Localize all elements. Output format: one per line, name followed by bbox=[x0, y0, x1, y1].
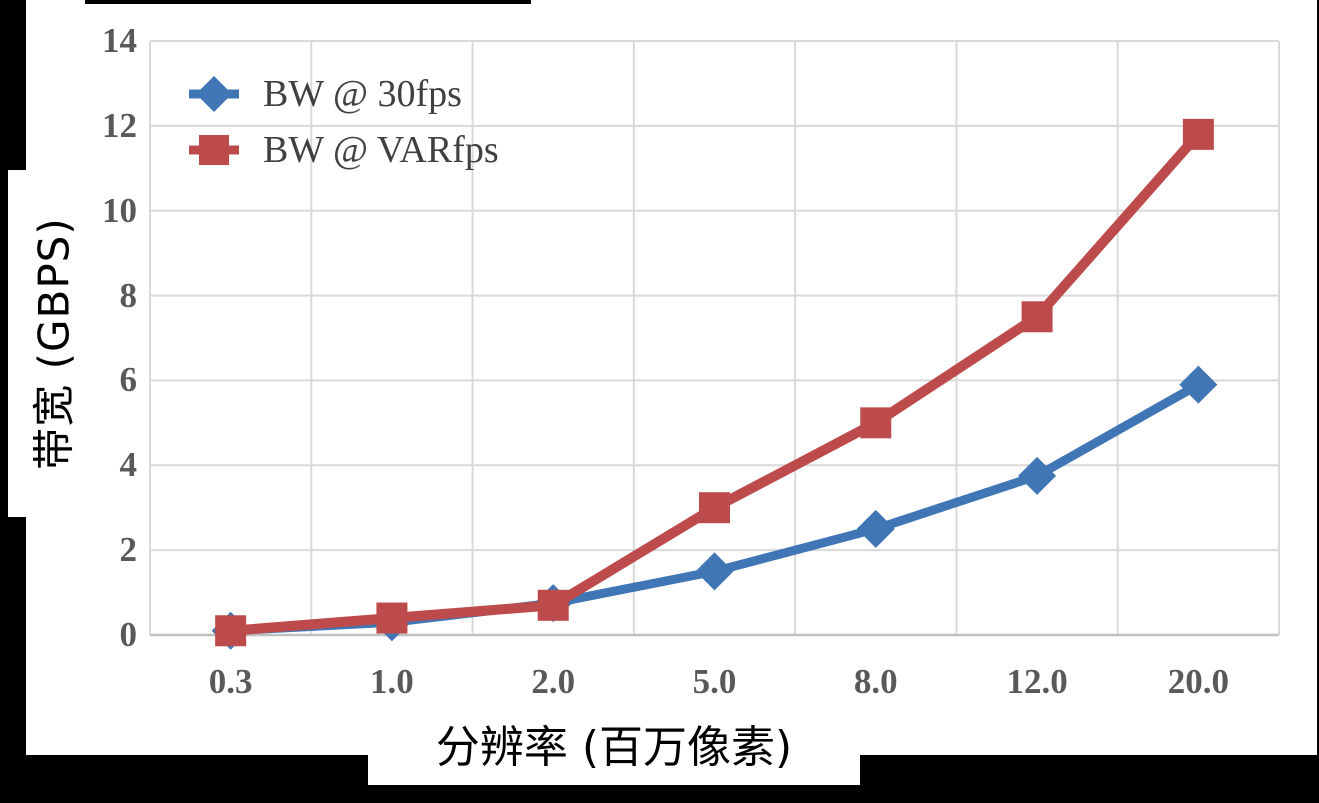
data-point-marker-diamond bbox=[695, 552, 734, 591]
data-point-marker-diamond bbox=[1179, 365, 1218, 404]
x-tick-label: 8.0 bbox=[853, 662, 898, 701]
x-axis-title: 分辨率 (百万像素) bbox=[435, 721, 793, 773]
y-tick-label: 0 bbox=[119, 615, 138, 654]
data-point-marker-diamond bbox=[856, 509, 895, 548]
y-tick-label: 4 bbox=[119, 445, 138, 485]
chart-background-top-left bbox=[26, 0, 85, 4]
x-tick-label: 1.0 bbox=[370, 662, 414, 701]
y-tick-label: 14 bbox=[102, 21, 137, 60]
data-point-marker-square bbox=[860, 407, 892, 439]
chart-legend: BW @ 30fps BW @ VARfps bbox=[178, 66, 499, 178]
y-axis-title-box: 带宽 (GBPS) bbox=[8, 170, 95, 517]
data-point-marker-square bbox=[215, 615, 247, 647]
chart-background-top-right bbox=[531, 0, 1317, 4]
data-point-marker-diamond bbox=[1018, 456, 1057, 495]
x-tick-label: 0.3 bbox=[208, 662, 253, 701]
y-tick-label: 6 bbox=[119, 360, 138, 400]
x-tick-label: 2.0 bbox=[531, 662, 576, 701]
y-tick-label: 2 bbox=[119, 530, 138, 570]
data-point-marker-square bbox=[376, 602, 408, 634]
y-tick-label: 12 bbox=[102, 105, 137, 145]
legend-square-marker-icon bbox=[189, 135, 239, 165]
x-tick-label: 5.0 bbox=[692, 662, 737, 701]
x-axis-title-box: 分辨率 (百万像素) bbox=[368, 700, 860, 785]
data-point-marker-square bbox=[1021, 301, 1053, 333]
legend-item-bw-varfps: BW @ VARfps bbox=[178, 122, 499, 178]
y-tick-label: 8 bbox=[119, 275, 138, 315]
legend-label: BW @ VARfps bbox=[263, 129, 499, 171]
data-point-marker-square bbox=[699, 492, 730, 524]
data-point-marker-square bbox=[1182, 118, 1214, 150]
legend-item-bw-30fps: BW @ 30fps bbox=[178, 66, 499, 122]
x-tick-label: 12.0 bbox=[1006, 662, 1068, 701]
y-tick-label: 10 bbox=[102, 190, 137, 230]
legend-diamond-marker-icon bbox=[189, 76, 239, 112]
legend-label: BW @ 30fps bbox=[263, 73, 462, 115]
x-tick-label: 20.0 bbox=[1167, 662, 1229, 701]
data-point-marker-square bbox=[537, 589, 569, 621]
